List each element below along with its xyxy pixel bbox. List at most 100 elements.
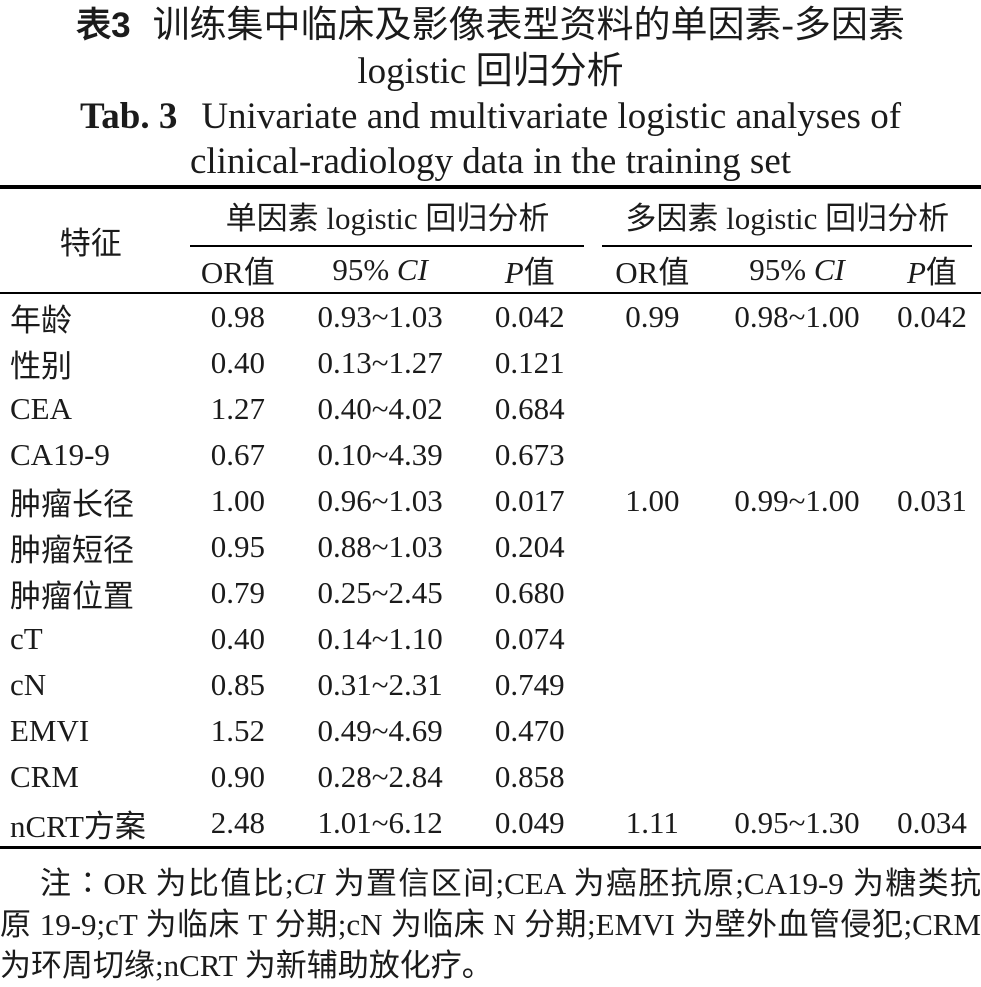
cell-value: 0.25~2.45 [317, 575, 443, 610]
cell-value [593, 524, 711, 570]
cell-value: 0.14~1.10 [317, 621, 443, 656]
cell-value: 1.11 [625, 805, 679, 840]
cell-value [883, 662, 981, 708]
table-header: 特征 单因素 logistic 回归分析 多因素 logistic 回归分析 O… [0, 187, 981, 294]
cell-value: 0.40~4.02 [317, 391, 443, 426]
cell-value: 0.98~1.00 [734, 299, 860, 334]
row-label: CA19-9 [10, 437, 110, 472]
logistic-regression-table: 特征 单因素 logistic 回归分析 多因素 logistic 回归分析 O… [0, 185, 981, 849]
cell-value: 1.00 [210, 483, 266, 518]
cell-value [593, 570, 711, 616]
table-title-en-line2: clinical-radiology data in the training … [189, 141, 792, 182]
table-row: EMVI 1.52 0.49~4.69 0.470 [0, 708, 981, 754]
cell-value [711, 432, 883, 478]
cell-value: 2.48 [210, 805, 266, 840]
row-label: nCRT方案 [10, 808, 146, 844]
cell-value: 0.93~1.03 [317, 299, 443, 334]
footnote: 注∶OR 为比值比;CI 为置信区间;CEA 为癌胚抗原;CA19-9 为糖类抗… [0, 863, 981, 986]
row-label: cN [10, 667, 47, 702]
column-header: 95% CI [294, 247, 466, 294]
cell-value [883, 386, 981, 432]
cell-value: 0.034 [897, 805, 967, 840]
cell-value: 0.96~1.03 [317, 483, 443, 518]
column-header: P值 [882, 247, 981, 294]
cell-value: 0.79 [210, 575, 266, 610]
row-label: EMVI [10, 713, 90, 748]
cell-value: 0.204 [494, 529, 565, 564]
row-label: CEA [10, 391, 72, 426]
cell-value: 0.470 [494, 713, 565, 748]
cell-value: 0.017 [494, 483, 565, 518]
group-header-univariate: 单因素 logistic 回归分析 [181, 187, 593, 247]
footnote-italic-segment: CI [293, 866, 325, 901]
cell-value [593, 616, 711, 662]
cell-value: 1.27 [210, 391, 266, 426]
table-row: cT 0.40 0.14~1.10 0.074 [0, 616, 981, 662]
table-row: 性别 0.40 0.13~1.27 0.121 [0, 340, 981, 386]
sub-header-row: OR值 95% CI P值 OR值 95% CI P值 [0, 247, 981, 294]
cell-value: 1.52 [210, 713, 266, 748]
table-title-en: Tab. 3 Univariate and multivariate logist… [0, 94, 981, 184]
table-title-zh-text: 训练集中临床及影像表型资料的单因素-多因素 [152, 5, 905, 46]
cell-value: 0.042 [494, 299, 565, 334]
group-header-row: 特征 单因素 logistic 回归分析 多因素 logistic 回归分析 [0, 187, 981, 294]
cell-value [711, 708, 883, 754]
column-header: OR值 [181, 247, 295, 294]
table-title-zh-line2: logistic 回归分析 [357, 51, 624, 92]
cell-value [711, 386, 883, 432]
cell-value: 0.85 [210, 667, 266, 702]
cell-value: 0.40 [210, 345, 266, 380]
table-body: 年龄 0.98 0.93~1.03 0.042 0.99 0.98~1.00 0.042 性别… [0, 293, 981, 848]
table-row: 肿瘤短径 0.95 0.88~1.03 0.204 [0, 524, 981, 570]
cell-value: 0.858 [494, 759, 565, 794]
cell-value: 0.042 [897, 299, 967, 334]
cell-value: 0.13~1.27 [317, 345, 443, 380]
cell-value [711, 340, 883, 386]
table-title-zh-line1: 表3 训练集中临床及影像表型资料的单因素-多因素 [0, 2, 981, 49]
table-row: 肿瘤位置 0.79 0.25~2.45 0.680 [0, 570, 981, 616]
column-header: 95% CI [711, 247, 883, 294]
row-label: CRM [10, 759, 79, 794]
cell-value: 0.749 [494, 667, 565, 702]
cell-value: 0.90 [210, 759, 266, 794]
cell-value [711, 616, 883, 662]
cell-value [883, 616, 981, 662]
table-row: CA19-9 0.67 0.10~4.39 0.673 [0, 432, 981, 478]
cell-value [593, 662, 711, 708]
column-header: OR值 [593, 247, 712, 294]
cell-value: 1.00 [625, 483, 680, 518]
cell-value [883, 524, 981, 570]
cell-value: 0.673 [494, 437, 565, 472]
row-label: 肿瘤长径 [10, 486, 134, 522]
table-title-en-text: Univariate and multivariate logistic ana… [201, 96, 902, 137]
table-row: nCRT方案 2.48 1.01~6.12 0.049 1.11 0.95~1.30 0.0… [0, 800, 981, 848]
row-label: 年龄 [10, 302, 72, 338]
table-title-en-line1: Tab. 3 Univariate and multivariate logist… [0, 94, 981, 139]
table-row: 肿瘤长径 1.00 0.96~1.03 0.017 1.00 0.99~1.00 0.031 [0, 478, 981, 524]
cell-value: 1.01~6.12 [317, 805, 443, 840]
cell-value [593, 432, 711, 478]
group-header-univariate-label: 单因素 logistic 回归分析 [190, 189, 585, 247]
cell-value: 0.49~4.69 [317, 713, 443, 748]
cell-value [711, 662, 883, 708]
group-header-multivariate: 多因素 logistic 回归分析 [593, 187, 981, 247]
cell-value [883, 570, 981, 616]
cell-value: 0.95 [210, 529, 266, 564]
cell-value: 0.121 [494, 345, 565, 380]
cell-value: 0.684 [494, 391, 565, 426]
footnote-segment: 为置信区间;CEA 为癌胚抗原;CA19-9 为糖类抗原 19-9;cT 为临床… [0, 866, 981, 983]
row-label: 肿瘤短径 [10, 532, 134, 568]
table-title-zh: 表3 训练集中临床及影像表型资料的单因素-多因素 logistic 回归分析 [0, 2, 981, 94]
cell-value: 0.10~4.39 [317, 437, 443, 472]
cell-value: 0.88~1.03 [317, 529, 443, 564]
feature-column-header: 特征 [0, 187, 182, 294]
row-label: 性别 [10, 348, 72, 384]
cell-value [593, 386, 711, 432]
cell-value: 0.074 [494, 621, 565, 656]
table-row: CEA 1.27 0.40~4.02 0.684 [0, 386, 981, 432]
cell-value [883, 432, 981, 478]
cell-value [883, 708, 981, 754]
table-number-zh: 表3 [76, 6, 131, 45]
table-number-en: Tab. 3 [79, 96, 178, 137]
